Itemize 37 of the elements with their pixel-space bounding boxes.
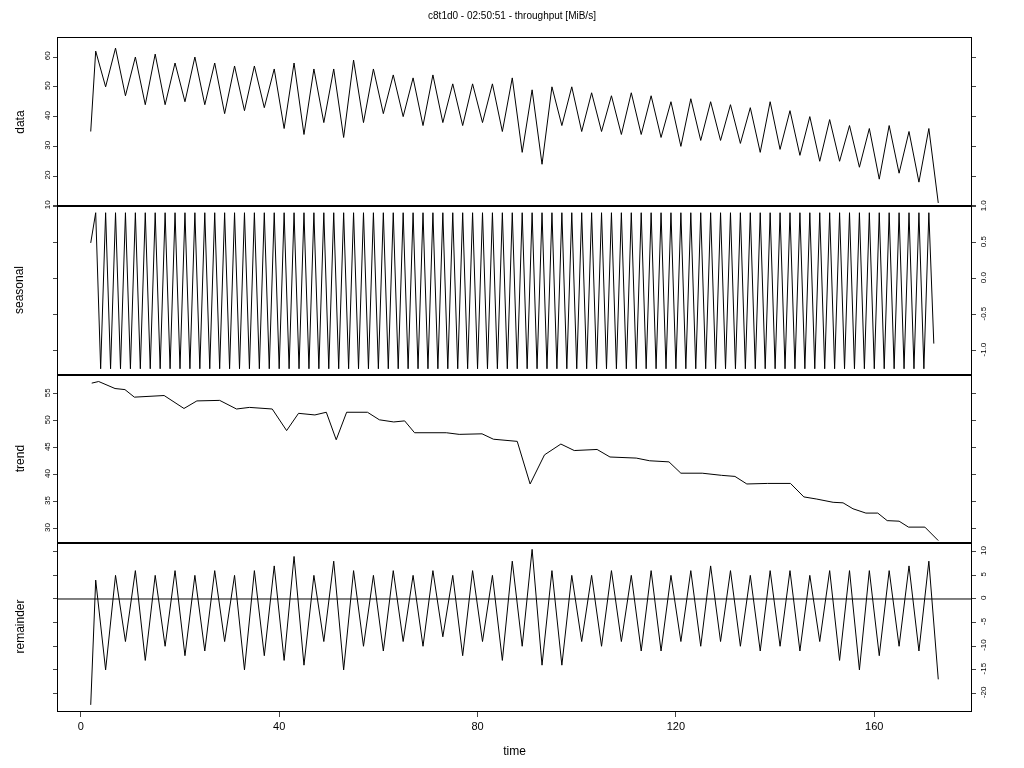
chart-title: c8t1d0 - 02:50:51 - throughput [MiB/s] xyxy=(428,9,597,21)
y-axis-title: remainder xyxy=(12,599,27,654)
line-series xyxy=(90,212,935,370)
y-tick-label: 45 xyxy=(42,441,52,452)
x-axis-title: time xyxy=(503,744,527,759)
y-tick-label: 0.5 xyxy=(978,235,988,248)
x-tick-label: 160 xyxy=(865,720,884,733)
line-series xyxy=(90,47,939,204)
x-tick-label: 80 xyxy=(471,720,484,733)
y-tick-label: -5 xyxy=(978,617,988,625)
y-tick-label: 60 xyxy=(42,50,52,61)
y-tick-label: 10 xyxy=(978,545,988,555)
x-tick-label: 120 xyxy=(666,720,686,733)
y-tick-label: 30 xyxy=(42,522,52,532)
y-tick-label: -1.0 xyxy=(978,342,988,357)
x-tick-label: 0 xyxy=(77,720,84,733)
y-tick-label: 0.0 xyxy=(978,271,988,284)
y-axis-title: trend xyxy=(13,444,28,473)
y-tick-label: 50 xyxy=(42,414,52,425)
y-tick-label: 40 xyxy=(42,468,52,479)
y-tick-label: 30 xyxy=(42,140,52,150)
y-tick-label: 40 xyxy=(42,110,52,120)
y-tick-label: -0.5 xyxy=(978,306,988,321)
y-tick-label: 10 xyxy=(42,199,52,210)
y-tick-label: 55 xyxy=(42,387,52,398)
y-tick-label: 1.0 xyxy=(978,199,988,212)
y-tick-label: -10 xyxy=(978,638,988,651)
y-axis-title: seasonal xyxy=(12,265,27,315)
y-axis-title: data xyxy=(12,110,27,134)
x-tick-label: 40 xyxy=(273,720,286,733)
y-tick-label: 20 xyxy=(42,169,52,180)
y-tick-label: 0 xyxy=(978,595,988,601)
y-tick-label: 35 xyxy=(42,495,52,506)
y-tick-label: 5 xyxy=(978,571,988,577)
y-tick-label: 50 xyxy=(42,80,52,91)
y-tick-label: -15 xyxy=(978,662,988,675)
y-tick-label: -20 xyxy=(978,685,988,699)
